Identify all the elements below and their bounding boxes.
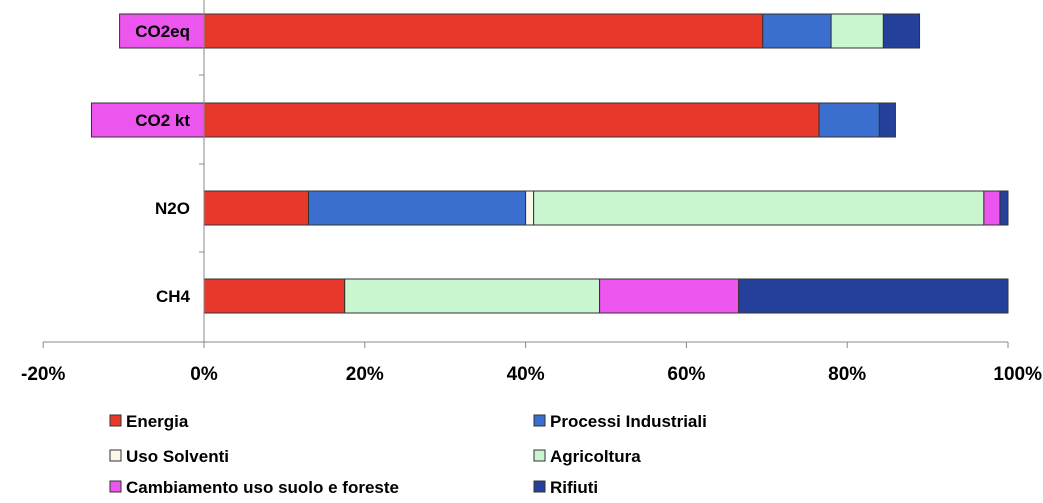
legend-label: Rifiuti — [550, 478, 598, 497]
legend-swatch — [533, 414, 546, 427]
legend-swatch — [109, 449, 122, 462]
x-tick-label: 40% — [507, 364, 545, 385]
bar-2-energia — [203, 190, 310, 226]
bar-0-rifiuti — [882, 13, 921, 49]
legend-label: Cambiamento uso suolo e foreste — [126, 478, 399, 497]
bar-2-rifiuti — [999, 190, 1009, 226]
bar-3-cambiamento-uso-suolo-e-foreste — [599, 278, 740, 314]
bar-2-cambiamento-uso-suolo-e-foreste — [983, 190, 1001, 226]
bar-1-processi-industriali — [818, 102, 880, 138]
bar-2-uso-solventi — [525, 190, 535, 226]
bar-3-energia — [203, 278, 346, 314]
axes-layer: CO2eq CO2 kt N2O CH4 -20% 0% 20% 40% 60% 80% 100% — [21, 0, 1042, 385]
bar-0-energia — [203, 13, 764, 49]
legend-swatch — [109, 480, 122, 493]
bar-2-processi-industriali — [308, 190, 527, 226]
legend-label: Processi Industriali — [550, 412, 707, 431]
category-label: CH4 — [156, 287, 191, 306]
x-tick-label: -20% — [21, 364, 65, 385]
x-tick-label: 100% — [993, 364, 1042, 385]
legend-label: Uso Solventi — [126, 447, 229, 466]
x-tick-label: 20% — [346, 364, 384, 385]
legend: Energia Processi Industriali Uso Solventi A… — [109, 412, 707, 497]
bar-2-agricoltura — [533, 190, 985, 226]
bar-3-rifiuti — [738, 278, 1009, 314]
bars-layer — [90, 13, 1009, 314]
legend-swatch — [109, 414, 122, 427]
x-tick-label: 80% — [828, 364, 866, 385]
bar-0-agricoltura — [830, 13, 884, 49]
bar-0-processi-industriali — [762, 13, 832, 49]
bar-1-energia — [203, 102, 820, 138]
category-label: CO2 kt — [135, 111, 190, 130]
bar-0-cambiamento-uso-suolo-e-foreste — [119, 13, 205, 49]
x-tick-label: 0% — [190, 364, 218, 385]
x-tick-label: 60% — [667, 364, 705, 385]
legend-swatch — [533, 480, 546, 493]
legend-label: Agricoltura — [550, 447, 641, 466]
bar-3-agricoltura — [344, 278, 601, 314]
bar-1-rifiuti — [878, 102, 896, 138]
legend-label: Energia — [126, 412, 189, 431]
category-label: CO2eq — [135, 22, 190, 41]
bar-1-cambiamento-uso-suolo-e-foreste — [90, 102, 205, 138]
legend-swatch — [533, 449, 546, 462]
category-label: N2O — [155, 199, 190, 218]
